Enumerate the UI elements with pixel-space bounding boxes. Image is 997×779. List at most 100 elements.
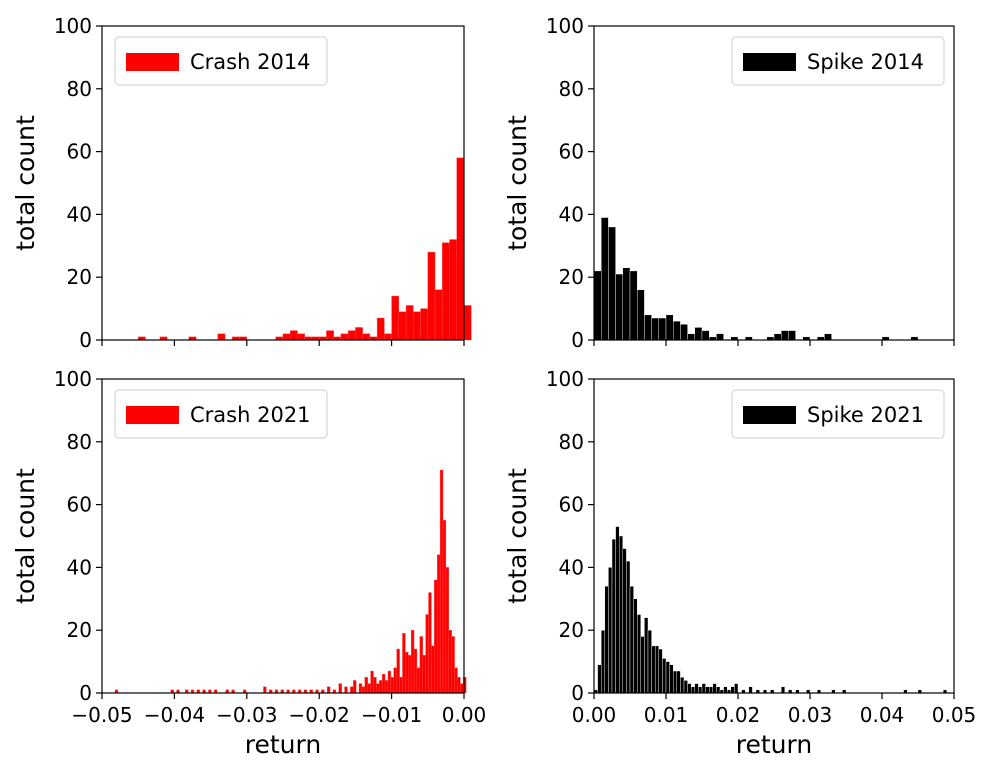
axes-frame: [101, 25, 465, 341]
histogram-bar: [637, 289, 645, 341]
histogram-bar: [687, 683, 692, 694]
histogram-bar: [748, 686, 753, 694]
histogram-bar: [431, 645, 435, 694]
y-tick-label: 100: [54, 14, 92, 38]
histogram-bar: [734, 683, 739, 694]
histogram-bar: [633, 598, 638, 694]
histogram-bar: [422, 655, 426, 694]
histogram-bar: [408, 655, 412, 694]
y-tick-label: 20: [559, 265, 584, 289]
y-tick-label: 20: [559, 618, 584, 642]
histogram-bar: [384, 333, 392, 341]
histogram-bar: [399, 677, 403, 694]
histogram-bar: [376, 683, 380, 694]
bars: [593, 526, 948, 694]
y-tick-label: 60: [559, 140, 584, 164]
histogram-bar: [680, 677, 685, 694]
histogram-bar: [629, 270, 638, 341]
histogram-bar: [676, 670, 681, 694]
y-tick-label: 80: [67, 430, 92, 454]
x-tick-label: 0.04: [860, 703, 905, 727]
histogram-bar: [788, 330, 796, 341]
legend-swatch: [743, 406, 796, 424]
histogram-bar: [413, 311, 421, 341]
legend-label: Crash 2021: [190, 403, 311, 427]
histogram-bar: [434, 289, 443, 341]
y-tick-label: 0: [79, 328, 92, 352]
histogram-bar: [709, 686, 714, 694]
histogram-bar: [442, 520, 447, 694]
histogram-bar: [393, 667, 397, 694]
histogram-bar: [665, 314, 674, 341]
y-tick-label: 60: [559, 493, 584, 517]
histogram-bar: [456, 157, 465, 341]
x-tick-label: −0.02: [289, 703, 350, 727]
histogram-bar: [597, 664, 602, 694]
histogram-bar: [282, 333, 291, 341]
histogram-bar: [619, 535, 624, 694]
x-tick-label: 0.05: [932, 703, 977, 727]
axes-frame: [593, 25, 955, 341]
x-tick-label: −0.05: [71, 703, 132, 727]
histogram-bar: [379, 680, 383, 694]
y-axis-label: total count: [11, 468, 40, 604]
histogram-bar: [326, 330, 334, 341]
histogram-bar: [391, 295, 400, 341]
histogram-bar: [658, 317, 667, 341]
histogram-bar: [402, 633, 406, 694]
histogram-bar: [398, 311, 407, 341]
histogram-bar: [358, 683, 363, 694]
histogram-bar: [781, 330, 789, 341]
y-tick-label: 60: [67, 140, 92, 164]
histogram-bar: [694, 327, 703, 341]
histogram-bar: [647, 630, 652, 694]
histogram-bar: [425, 614, 429, 694]
x-tick-label: −0.04: [144, 703, 205, 727]
y-tick-label: 0: [571, 328, 584, 352]
legend: Crash 2014: [114, 36, 328, 86]
legend-box: [731, 36, 945, 86]
histogram-bar: [716, 686, 721, 694]
histogram-bar: [608, 567, 613, 694]
legend-box: [114, 36, 328, 86]
x-tick-label: −0.01: [361, 703, 422, 727]
y-tick-label: 40: [67, 555, 92, 579]
y-axis-label: total count: [503, 468, 532, 604]
x-axis-label: return: [245, 730, 321, 759]
histogram-bar: [442, 242, 450, 341]
legend: Crash 2021: [114, 389, 328, 439]
axes-frame: [101, 378, 465, 694]
y-tick-label: 100: [546, 367, 584, 391]
x-axis-label: return: [736, 730, 812, 759]
y-tick-label: 80: [559, 430, 584, 454]
subplot-4: 0 20 40 60 80 100 0.00 0.01 0.02 0.03 0.04 0.05 tota…: [503, 367, 976, 759]
histogram-bar: [593, 270, 602, 341]
histogram-bar: [373, 677, 377, 694]
subplot-3: 0 20 40 60 80 100 −0.05 −0.04 −0.03 −0.02 −0.01 0.0…: [11, 367, 486, 759]
histogram-bar: [615, 273, 623, 341]
histogram-bar: [701, 683, 706, 694]
legend-swatch: [126, 53, 179, 71]
histogram-bar: [361, 686, 366, 694]
histogram-bar: [683, 680, 688, 694]
histogram-bar: [622, 548, 627, 694]
x-tick-label: 0.00: [442, 703, 487, 727]
histogram-bar: [691, 686, 696, 694]
y-tick-label: 0: [79, 681, 92, 705]
y-tick-label: 80: [67, 77, 92, 101]
histogram-bar: [326, 686, 331, 694]
histogram-bar: [405, 305, 414, 341]
histogram-bar: [604, 586, 609, 694]
histogram-bar: [637, 614, 642, 694]
legend-box: [731, 389, 945, 439]
axes-frame: [593, 378, 955, 694]
histogram-bar: [344, 686, 348, 694]
histogram-bar: [662, 658, 667, 694]
histogram-bar: [601, 217, 609, 341]
histogram-bar: [290, 330, 298, 341]
histogram-bar: [390, 677, 394, 694]
legend: Spike 2014: [731, 36, 945, 86]
histogram-bar: [347, 330, 356, 341]
